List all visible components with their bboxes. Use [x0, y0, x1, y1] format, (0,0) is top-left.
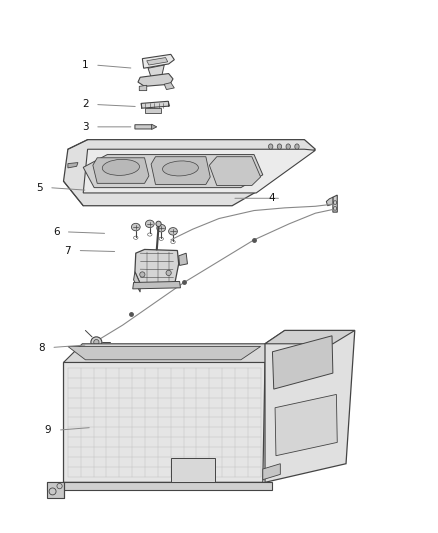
Polygon shape	[265, 330, 355, 482]
Ellipse shape	[102, 159, 139, 175]
Polygon shape	[145, 108, 161, 113]
Polygon shape	[171, 458, 215, 482]
Polygon shape	[83, 155, 263, 188]
Polygon shape	[275, 394, 337, 456]
Polygon shape	[272, 336, 333, 389]
Ellipse shape	[157, 224, 166, 232]
Polygon shape	[133, 281, 180, 289]
Ellipse shape	[277, 144, 282, 149]
Polygon shape	[138, 74, 173, 86]
Polygon shape	[333, 195, 337, 212]
Polygon shape	[64, 140, 315, 206]
Polygon shape	[209, 157, 261, 185]
Polygon shape	[135, 249, 179, 285]
Polygon shape	[47, 482, 272, 490]
Ellipse shape	[295, 144, 299, 149]
Text: 6: 6	[53, 227, 60, 237]
Polygon shape	[68, 163, 78, 168]
Text: 5: 5	[36, 183, 43, 192]
Polygon shape	[93, 158, 149, 183]
Polygon shape	[142, 54, 174, 68]
Polygon shape	[151, 157, 210, 184]
Ellipse shape	[131, 223, 140, 231]
Ellipse shape	[140, 272, 145, 277]
Polygon shape	[139, 85, 147, 91]
Polygon shape	[64, 344, 285, 362]
Ellipse shape	[286, 144, 290, 149]
Ellipse shape	[268, 144, 273, 149]
Polygon shape	[134, 272, 140, 292]
Polygon shape	[164, 83, 174, 90]
Ellipse shape	[156, 221, 161, 227]
Polygon shape	[64, 362, 265, 482]
Polygon shape	[152, 124, 157, 130]
Polygon shape	[47, 482, 64, 498]
Polygon shape	[68, 346, 261, 360]
Polygon shape	[179, 253, 187, 265]
Ellipse shape	[94, 340, 99, 345]
Text: 8: 8	[38, 343, 45, 352]
Ellipse shape	[169, 228, 177, 235]
Polygon shape	[326, 197, 333, 206]
Polygon shape	[148, 65, 164, 77]
Polygon shape	[135, 125, 153, 129]
Ellipse shape	[166, 270, 171, 276]
Polygon shape	[141, 101, 170, 108]
Text: 3: 3	[82, 122, 89, 132]
Polygon shape	[263, 464, 280, 480]
Text: 9: 9	[45, 425, 52, 435]
Text: 4: 4	[268, 193, 275, 203]
Ellipse shape	[91, 337, 102, 348]
Polygon shape	[265, 330, 355, 344]
Ellipse shape	[145, 220, 154, 228]
Polygon shape	[83, 149, 315, 193]
Text: 7: 7	[64, 246, 71, 255]
Text: 2: 2	[82, 100, 89, 109]
Text: 1: 1	[82, 60, 89, 70]
Polygon shape	[147, 58, 168, 65]
Ellipse shape	[162, 161, 198, 176]
